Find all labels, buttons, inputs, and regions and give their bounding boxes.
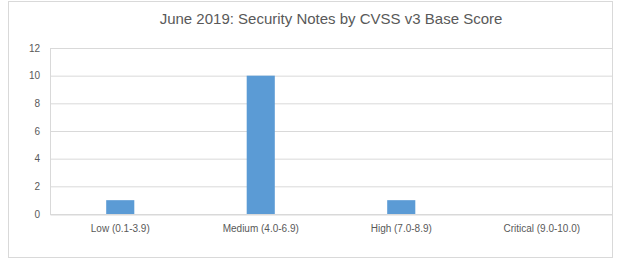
y-tick: 8 xyxy=(34,98,50,109)
grid-line xyxy=(50,131,612,132)
grid-line xyxy=(50,48,612,49)
y-axis-line xyxy=(50,49,51,215)
grid-line xyxy=(50,214,612,215)
y-tick: 12 xyxy=(29,43,50,54)
grid-line xyxy=(50,103,612,104)
y-tick: 10 xyxy=(29,70,50,81)
y-tick: 2 xyxy=(34,181,50,192)
x-axis: Low (0.1-3.9) Medium (4.0-6.9) High (7.0-8… xyxy=(51,215,613,234)
y-tick: 6 xyxy=(34,126,50,137)
y-tick: 4 xyxy=(34,153,50,164)
y-tick-label: 4 xyxy=(34,153,40,164)
x-tick-label: Critical (9.0-10.0) xyxy=(503,223,580,234)
y-tick-label: 10 xyxy=(29,70,41,81)
x-tick-label: Low (0.1-3.9) xyxy=(91,223,150,234)
x-tick: Low (0.1-3.9) xyxy=(91,215,150,234)
y-axis: 0 2 4 6 8 10 12 xyxy=(29,43,51,220)
bar xyxy=(387,200,415,214)
chart-border xyxy=(9,2,613,258)
y-tick-label: 8 xyxy=(34,98,40,109)
x-tick-label: Medium (4.0-6.9) xyxy=(223,223,299,234)
title: June 2019: Security Notes by CVSS v3 Bas… xyxy=(160,10,503,27)
x-tick-label: High (7.0-8.9) xyxy=(371,223,432,234)
y-tick-label: 2 xyxy=(34,181,40,192)
x-axis-line xyxy=(51,215,613,216)
y-tick-label: 0 xyxy=(34,209,40,220)
bar xyxy=(106,200,134,214)
bars xyxy=(106,76,415,214)
x-tick: Critical (9.0-10.0) xyxy=(503,215,580,234)
y-tick: 0 xyxy=(34,209,50,220)
bar xyxy=(247,76,275,214)
y-tick-label: 6 xyxy=(34,126,40,137)
grid-line xyxy=(50,76,612,77)
grid-line xyxy=(50,186,612,187)
bar xyxy=(528,214,556,215)
grid xyxy=(50,49,612,215)
x-tick: Medium (4.0-6.9) xyxy=(223,215,299,234)
grid-line xyxy=(50,159,612,160)
y-tick-label: 12 xyxy=(29,43,41,54)
x-tick: High (7.0-8.9) xyxy=(371,215,432,234)
chart: June 2019: Security Notes by CVSS v3 Bas… xyxy=(0,0,620,263)
